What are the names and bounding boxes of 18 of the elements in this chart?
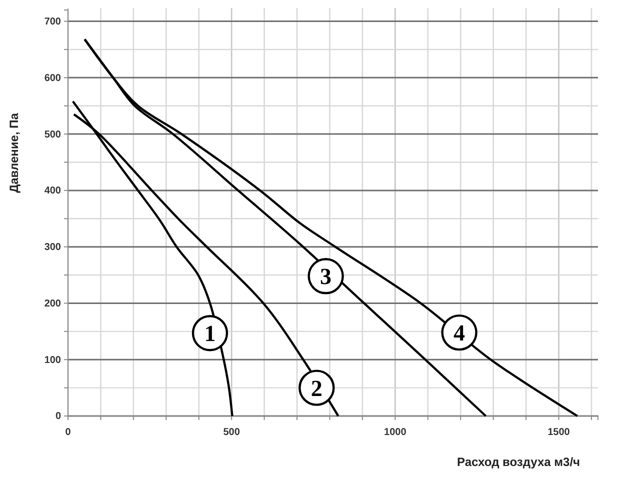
y-tick-label: 600	[44, 72, 62, 84]
annotation: 1	[204, 321, 216, 346]
x-tick-label: 500	[223, 427, 240, 438]
y-tick-label: 400	[44, 186, 62, 197]
y-tick-label: 0	[55, 411, 62, 422]
y-tick-label: 700	[44, 16, 62, 28]
annotation: 2	[310, 376, 322, 401]
annotation: 3	[320, 264, 332, 290]
y-tick-label: 500	[44, 129, 62, 140]
y-tick-label: 300	[44, 242, 62, 254]
x-tick-label: 1500	[548, 427, 570, 438]
y-axis-title: Давление, Па	[7, 112, 21, 193]
y-tick-label: 200	[44, 298, 62, 310]
x-tick-label: 1000	[384, 427, 407, 438]
annotation: 4	[454, 320, 466, 346]
x-tick-label: 0	[65, 427, 72, 438]
x-axis-title: Расход воздуха м3/ч	[456, 455, 580, 469]
y-tick-label: 100	[44, 354, 62, 366]
